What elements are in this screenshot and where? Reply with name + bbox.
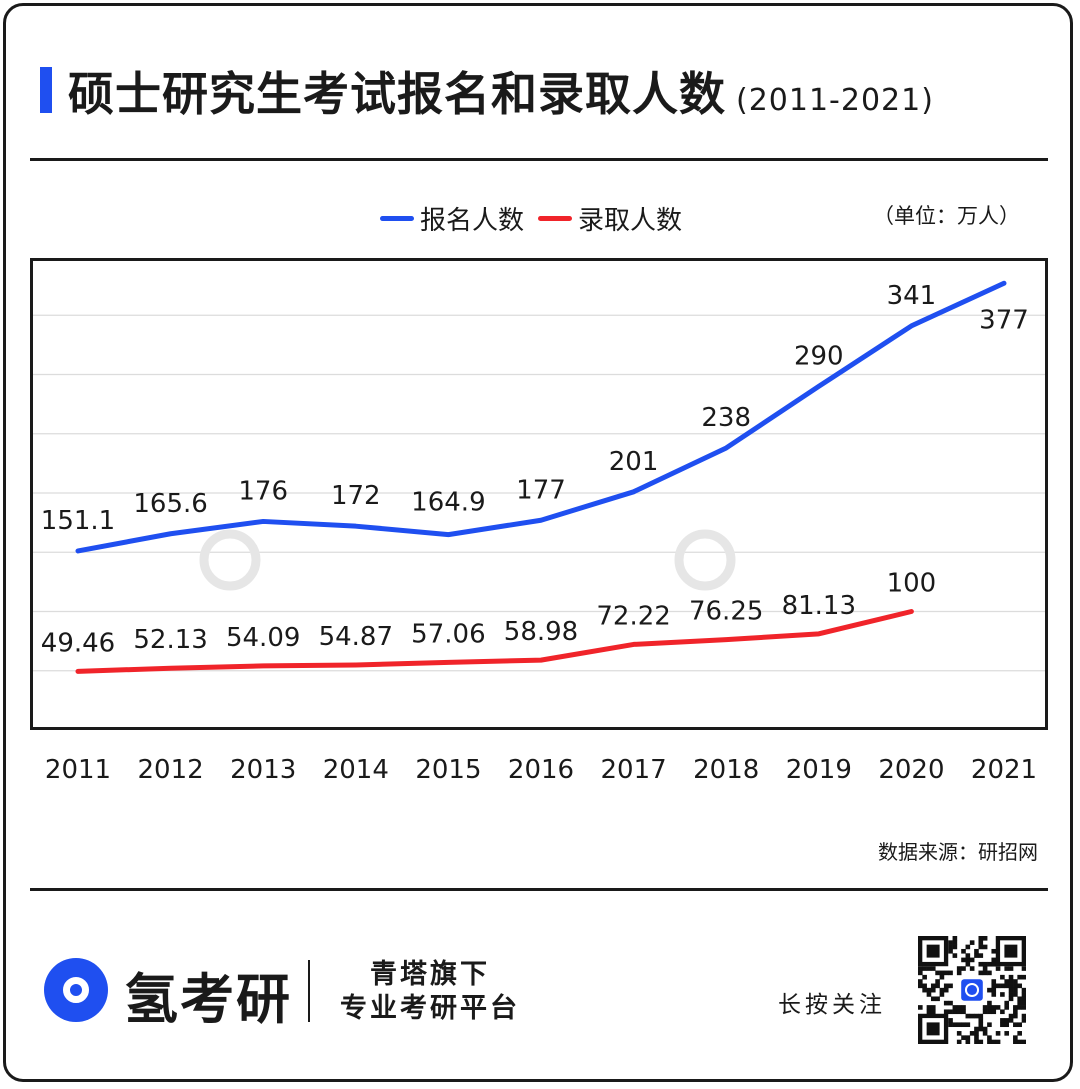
x-tick-label-8: 2019 (786, 755, 852, 785)
data-label-1-2: 54.09 (226, 623, 300, 653)
subtitle-text: (2011-2021) (736, 83, 934, 118)
qr-code-icon[interactable] (918, 936, 1026, 1044)
data-label-0-2: 176 (238, 476, 288, 506)
data-label-1-1: 52.13 (133, 625, 207, 655)
brand-slogan: 青塔旗下 专业考研平台 (340, 958, 520, 1026)
data-label-0-10: 377 (979, 305, 1029, 335)
series-line-0 (75, 280, 1007, 554)
data-source: 数据来源：研招网 (878, 840, 1038, 864)
data-label-0-5: 177 (516, 475, 566, 505)
data-label-0-6: 201 (609, 447, 659, 477)
legend-swatch-admitted (538, 216, 573, 221)
x-tick-label-6: 2017 (601, 755, 667, 785)
chart-legend: 报名人数 录取人数 (380, 200, 682, 237)
data-label-1-0: 49.46 (41, 628, 115, 658)
data-label-0-9: 341 (887, 281, 937, 311)
x-tick-label-5: 2016 (508, 755, 574, 785)
data-label-1-5: 58.98 (504, 617, 578, 647)
brand-logo-icon (44, 958, 108, 1022)
data-label-0-3: 172 (331, 481, 381, 511)
data-label-0-4: 164.9 (411, 488, 485, 518)
data-label-1-7: 76.25 (689, 597, 763, 627)
x-tick-label-10: 2021 (971, 755, 1037, 785)
bottom-divider (30, 888, 1048, 891)
data-label-0-7: 238 (701, 403, 751, 433)
footer-divider (308, 960, 310, 1022)
legend-swatch-applicants (380, 216, 414, 221)
legend-item-admitted: 录取人数 (538, 200, 682, 237)
chart-title: 硕士研究生考试报名和录取人数 (2011-2021) (68, 58, 934, 124)
x-tick-label-7: 2018 (693, 755, 759, 785)
data-label-1-4: 57.06 (411, 619, 485, 649)
data-label-0-1: 165.6 (133, 489, 207, 519)
x-tick-label-0: 2011 (45, 755, 111, 785)
unit-label: （单位：万人） (873, 204, 1020, 228)
x-tick-label-3: 2014 (323, 755, 389, 785)
plot-area (30, 258, 1048, 730)
slogan-line-2: 专业考研平台 (340, 993, 520, 1024)
title-accent-bar (40, 67, 52, 113)
x-tick-label-1: 2012 (138, 755, 204, 785)
legend-item-applicants: 报名人数 (380, 200, 524, 237)
x-tick-label-9: 2020 (878, 755, 944, 785)
line-chart: 151.1 165.6 176 172 164.9 177 201 238 290 341 377 4… (33, 280, 1045, 785)
watermark-logo-icon-0 (199, 529, 261, 591)
data-label-1-8: 81.13 (782, 591, 856, 621)
series-line-1 (75, 609, 914, 674)
follow-prompt: 长按关注 (778, 992, 886, 1018)
brand-name: 氢考研 (124, 968, 292, 1031)
data-label-0-0: 151.1 (41, 506, 115, 536)
watermark-logo-icon-1 (674, 529, 736, 591)
slogan-line-1: 青塔旗下 (370, 959, 490, 990)
data-label-1-9: 100 (887, 569, 937, 599)
data-label-1-3: 54.87 (319, 622, 393, 652)
legend-label-applicants: 报名人数 (420, 206, 525, 236)
legend-label-admitted: 录取人数 (578, 206, 683, 236)
data-label-1-6: 72.22 (596, 601, 670, 631)
data-label-0-8: 290 (794, 341, 844, 371)
title-text: 硕士研究生考试报名和录取人数 (68, 67, 726, 121)
top-divider (30, 158, 1048, 161)
x-tick-label-2: 2013 (230, 755, 296, 785)
x-tick-label-4: 2015 (415, 755, 481, 785)
